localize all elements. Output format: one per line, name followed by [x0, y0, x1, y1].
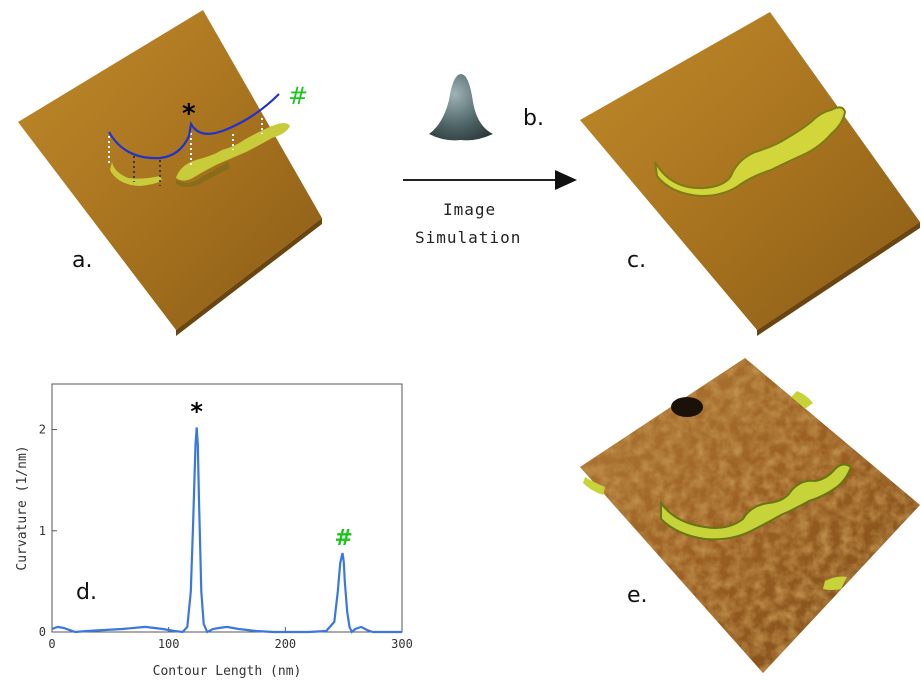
panel-a-label: a.	[72, 248, 93, 273]
edge-molecule	[823, 576, 847, 590]
panel-e-surface	[580, 358, 920, 673]
curvature-series-line	[51, 427, 402, 634]
y-tick-label: 1	[39, 524, 46, 538]
star-marker: *	[182, 99, 196, 129]
panel-c-label: c.	[627, 248, 647, 273]
tip-shape-icon	[429, 74, 493, 141]
x-tick-label: 200	[274, 637, 296, 651]
surface-edge	[176, 218, 322, 336]
panel-b: b. Image Simulation	[395, 60, 585, 260]
x-tick-label: 0	[48, 637, 55, 651]
panel-c-surface	[580, 12, 920, 336]
experimental-molecule	[660, 463, 853, 541]
arrow-caption-line1: Image	[443, 200, 497, 219]
curvature-chart: 0 1 2 0 100 200 300 * # Curvature (1/nm) Conto…	[15, 383, 413, 679]
panel-d-label: d.	[76, 580, 97, 605]
hash-marker: #	[288, 82, 308, 110]
molecule-segment	[176, 123, 290, 181]
panel-a-surface: * #	[18, 10, 322, 336]
surface-edge	[757, 222, 920, 336]
panel-b-graphic	[403, 74, 577, 190]
panel-d: 0 1 2 0 100 200 300 * # Curvature (1/nm) Conto…	[0, 370, 420, 680]
drop-lines-dark	[133, 156, 161, 186]
panel-a: * # a.	[0, 0, 330, 340]
panel-e-label: e.	[627, 583, 648, 608]
surface-plane	[18, 10, 322, 330]
x-tick-label: 100	[158, 637, 180, 651]
molecule-segment	[110, 162, 162, 186]
edge-molecule	[583, 477, 605, 495]
arrow-head-icon	[555, 170, 577, 190]
panel-b-label: b.	[523, 106, 544, 131]
molecule-shadow	[176, 162, 230, 187]
hash-annotation: #	[334, 526, 352, 551]
x-axis-label: Contour Length (nm)	[153, 664, 302, 679]
y-tick-label: 2	[39, 423, 46, 437]
panel-c: c.	[575, 0, 921, 340]
y-axis-label: Curvature (1/nm)	[15, 445, 30, 570]
drop-lines	[108, 96, 280, 166]
dark-particle	[671, 397, 703, 417]
arrow-caption-line2: Simulation	[415, 228, 522, 247]
simulated-molecule	[654, 106, 847, 198]
panel-e: e.	[575, 355, 921, 680]
star-annotation: *	[190, 398, 203, 426]
y-tick-label: 0	[39, 625, 46, 639]
plot-frame	[51, 383, 403, 633]
edge-molecule	[791, 391, 813, 409]
x-tick-label: 300	[391, 637, 413, 651]
contour-trace	[108, 93, 280, 160]
